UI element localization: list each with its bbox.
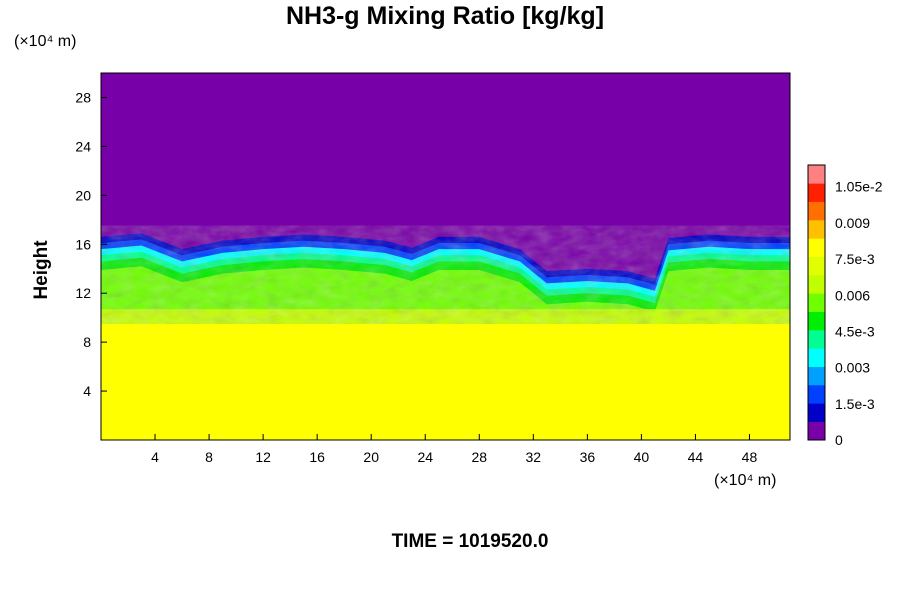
x-tick-label: 32 bbox=[526, 449, 542, 465]
x-tick-label: 16 bbox=[309, 449, 325, 465]
colorbar-segment bbox=[808, 330, 825, 349]
colorbar-label: 0.003 bbox=[835, 360, 870, 376]
x-tick-label: 36 bbox=[580, 449, 596, 465]
colorbar-frame bbox=[807, 164, 826, 441]
colorbar-label: 0 bbox=[835, 432, 843, 448]
colorbar-segment bbox=[808, 366, 825, 386]
colorbar-segment bbox=[808, 238, 825, 257]
plot-area bbox=[101, 73, 790, 440]
colorbar-label: 1.05e-2 bbox=[835, 179, 883, 195]
colorbar-label: 0.009 bbox=[835, 215, 870, 231]
x-axis: 4 8 12 16 20 24 28 32 36 40 44 48 bbox=[151, 434, 757, 465]
colorbar-segment bbox=[808, 220, 825, 239]
colorbar-label: 0.006 bbox=[835, 287, 870, 303]
colorbar-segment bbox=[808, 311, 825, 331]
colorbar-label: 7.5e-3 bbox=[835, 251, 875, 267]
y-tick-label: 24 bbox=[75, 138, 91, 154]
x-tick-label: 48 bbox=[742, 449, 758, 465]
colorbar-segment bbox=[808, 348, 825, 367]
colorbar-segment bbox=[808, 275, 825, 294]
time-label: TIME = 1019520.0 bbox=[391, 531, 549, 552]
turbulence-texture bbox=[101, 225, 790, 324]
colorbar-segment bbox=[808, 421, 825, 441]
x-tick-label: 44 bbox=[688, 449, 704, 465]
y-tick-label: 8 bbox=[83, 334, 91, 350]
colorbar: 0 1.5e-3 0.003 4.5e-3 0.006 7.5e-3 0.009 1.05e-… bbox=[807, 164, 883, 448]
colorbar-segment bbox=[808, 201, 825, 221]
y-tick-label: 28 bbox=[75, 89, 91, 105]
colorbar-label: 1.5e-3 bbox=[835, 396, 875, 412]
x-tick-label: 24 bbox=[417, 449, 433, 465]
colorbar-segment bbox=[808, 256, 825, 276]
x-axis-unit: (×10⁴ m) bbox=[714, 472, 777, 489]
colorbar-label: 4.5e-3 bbox=[835, 323, 875, 339]
chart-title: NH3-g Mixing Ratio [kg/kg] bbox=[285, 2, 605, 30]
y-tick-label: 20 bbox=[75, 187, 91, 203]
y-tick-label: 4 bbox=[83, 383, 91, 399]
plot-frame bbox=[100, 72, 791, 441]
y-tick-label: 12 bbox=[75, 285, 91, 301]
lower-layer-field bbox=[101, 323, 790, 440]
y-axis-unit: (×10⁴ m) bbox=[14, 33, 77, 50]
x-tick-label: 4 bbox=[151, 449, 159, 465]
colorbar-segment bbox=[808, 165, 825, 184]
colorbar-segment bbox=[808, 403, 825, 422]
x-tick-label: 28 bbox=[471, 449, 487, 465]
y-tick-label: 16 bbox=[75, 236, 91, 252]
x-tick-label: 8 bbox=[205, 449, 213, 465]
x-tick-label: 20 bbox=[363, 449, 379, 465]
x-tick-label: 12 bbox=[255, 449, 271, 465]
colorbar-segment bbox=[808, 183, 825, 202]
x-tick-label: 40 bbox=[634, 449, 650, 465]
colorbar-segment bbox=[808, 385, 825, 404]
colorbar-segment bbox=[808, 293, 825, 312]
y-axis: 4 8 12 16 20 24 28 bbox=[75, 89, 107, 399]
